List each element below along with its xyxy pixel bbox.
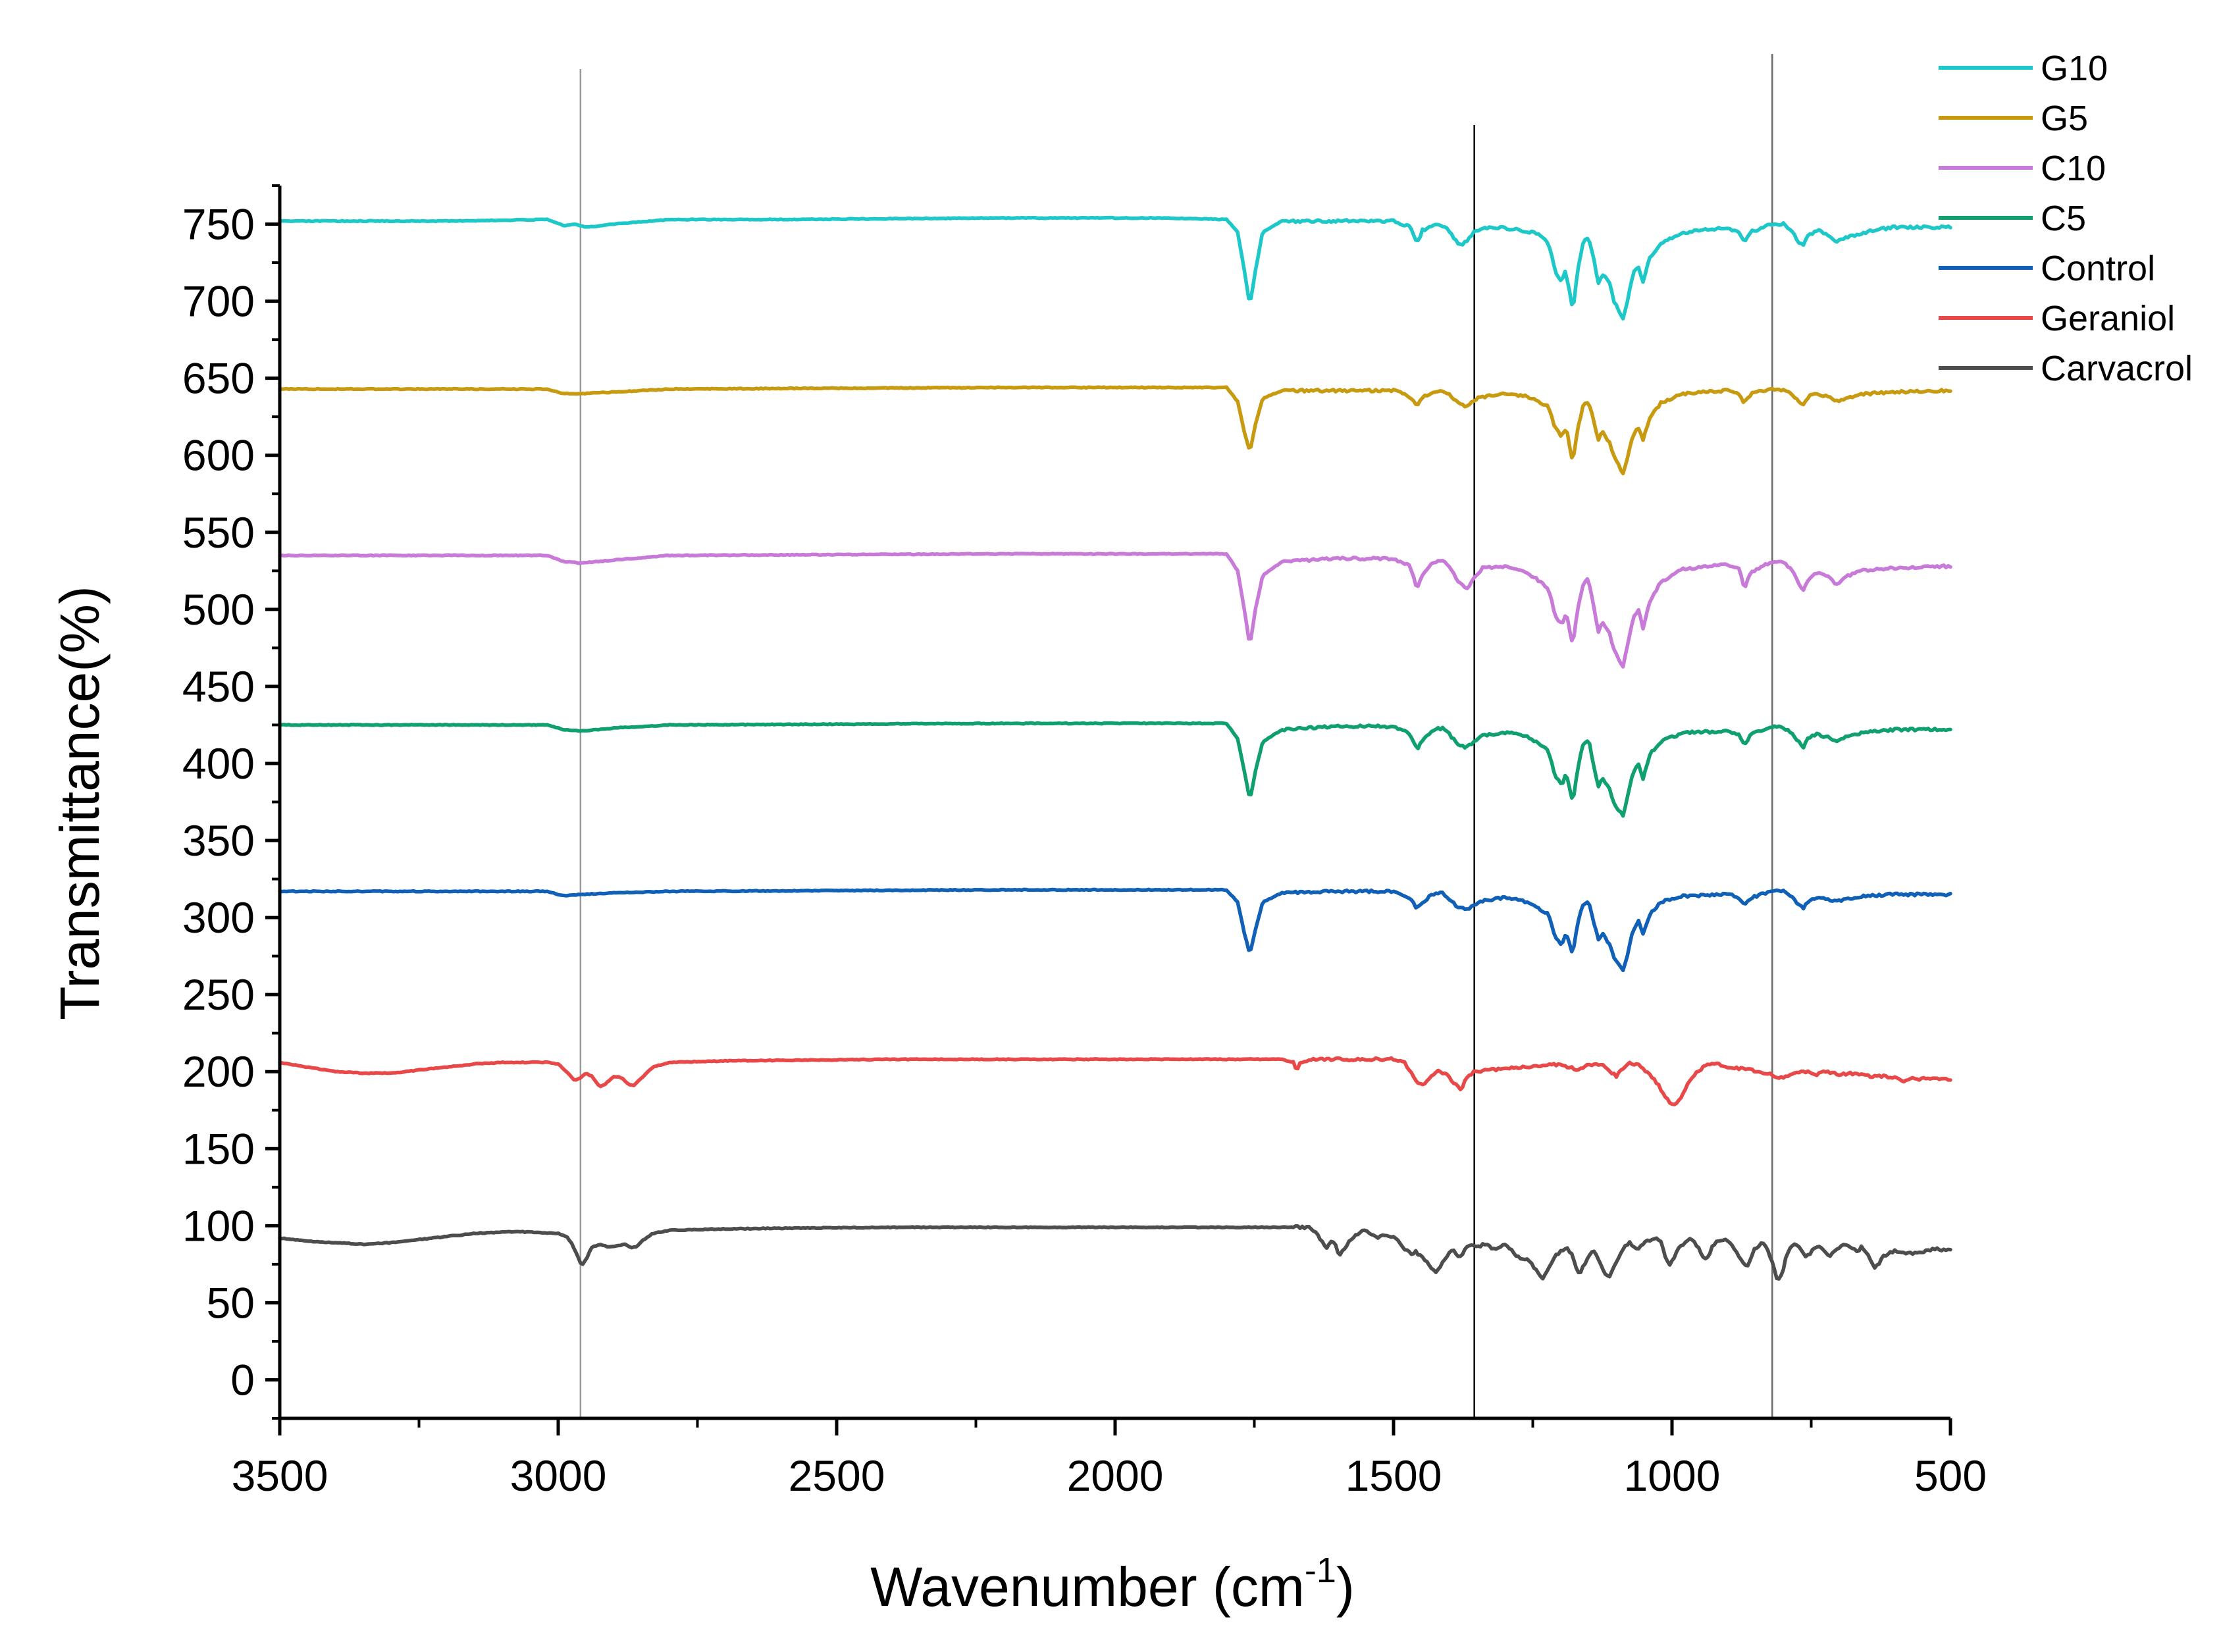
x-tick-label: 2500 (789, 1451, 885, 1500)
y-tick-label: 500 (182, 585, 255, 634)
x-axis-title-main: Wavenumber (cm (870, 1556, 1305, 1618)
legend-label-c10: C10 (2041, 149, 2106, 188)
y-tick-label: 550 (182, 508, 255, 557)
y-tick-label: 600 (182, 431, 255, 480)
y-tick-label: 700 (182, 277, 255, 326)
y-tick-label: 100 (182, 1201, 255, 1250)
x-axis-title-end: ) (1336, 1556, 1355, 1618)
reference-lines (579, 54, 1773, 1418)
legend-label-carvacrol: Carvacrol (2041, 349, 2193, 388)
series-line-c10 (278, 552, 1952, 669)
series-line-carvacrol (278, 1224, 1952, 1281)
x-tick-label: 1000 (1624, 1451, 1721, 1500)
y-tick-label: 650 (182, 354, 255, 403)
x-tick-label: 3500 (232, 1451, 328, 1500)
series-line-geraniol (278, 1056, 1952, 1106)
y-tick-label: 400 (182, 739, 255, 788)
legend-label-g5: G5 (2041, 99, 2088, 138)
x-axis-title-superscript: -1 (1305, 1551, 1336, 1590)
legend: G10 G5 C10 C5 Control Geraniol Carvacrol (1939, 49, 2193, 388)
y-tick-label: 750 (182, 200, 255, 249)
y-tick-label: 0 (230, 1355, 255, 1404)
legend-label-g10: G10 (2041, 49, 2108, 88)
y-tick-label: 200 (182, 1047, 255, 1096)
legend-label-geraniol: Geraniol (2041, 299, 2175, 338)
x-tick-label: 2000 (1067, 1451, 1164, 1500)
x-tick-label: 3000 (510, 1451, 607, 1500)
series-line-g10 (278, 215, 1952, 321)
y-tick-label: 350 (182, 816, 255, 865)
y-tick-label: 450 (182, 662, 255, 711)
legend-label-c5: C5 (2041, 199, 2086, 238)
y-tick-label: 50 (207, 1278, 255, 1327)
x-tick-label: 500 (1914, 1451, 1987, 1500)
series-line-control (278, 887, 1952, 973)
series-line-c5 (278, 721, 1952, 818)
y-tick-label: 150 (182, 1124, 255, 1173)
y-tick-label: 300 (182, 893, 255, 942)
series-layer (278, 215, 1952, 1281)
y-tick-label: 250 (182, 970, 255, 1019)
y-axis-title: Transmittance(%) (49, 586, 111, 1020)
x-axis-title: Wavenumber (cm-1) (870, 1551, 1355, 1618)
axes: 0 50 100 150 200 250 300 350 400 450 500 550 600 650 7… (182, 184, 1987, 1500)
x-tick-label: 1500 (1346, 1451, 1442, 1500)
legend-label-control: Control (2041, 249, 2155, 288)
series-line-g5 (278, 385, 1952, 476)
